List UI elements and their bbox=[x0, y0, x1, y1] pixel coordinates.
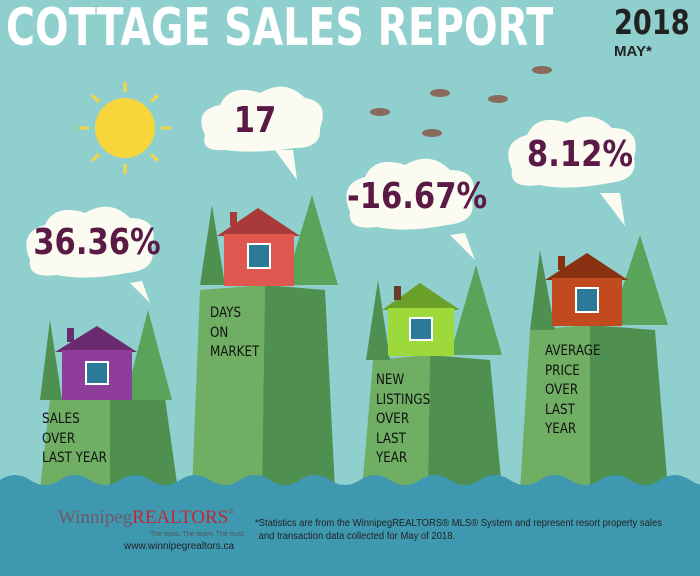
stat-listings-value: -16.67% bbox=[347, 176, 488, 217]
label-line: PRICE bbox=[545, 362, 580, 379]
report-month: MAY* bbox=[614, 43, 652, 60]
label-line: OVER bbox=[545, 382, 579, 398]
label-line: MARKET bbox=[210, 344, 260, 360]
brand-logo: WinnipegREALTORS® bbox=[58, 507, 234, 528]
label-line: LISTINGS bbox=[376, 391, 431, 408]
label-line: LAST bbox=[545, 401, 575, 418]
trees bbox=[40, 195, 668, 400]
registered-mark: ® bbox=[228, 507, 235, 516]
stat-sales-value: 36.36% bbox=[33, 222, 161, 263]
brand-name-a: Winnipeg bbox=[58, 507, 133, 528]
house-icon bbox=[217, 208, 300, 286]
brand-name-b: REALTORS bbox=[132, 507, 229, 528]
label-line: LAST YEAR bbox=[42, 450, 107, 466]
stat-sales-label: SALES OVER LAST YEAR bbox=[42, 410, 107, 469]
label-line: OVER bbox=[376, 411, 410, 427]
speech-clouds bbox=[26, 86, 636, 303]
house-icon bbox=[545, 253, 628, 326]
label-line: AVERAGE bbox=[545, 343, 601, 359]
stat-days-label: DAYS ON MARKET bbox=[210, 304, 259, 363]
label-line: LAST bbox=[376, 430, 406, 447]
stat-price-label: AVERAGE PRICE OVER LAST YEAR bbox=[545, 342, 601, 440]
label-line: DAYS bbox=[210, 305, 241, 321]
stat-price-value: 8.12% bbox=[526, 134, 634, 175]
brand-tagline: The tools. The team. The trust. bbox=[150, 531, 246, 538]
label-line: OVER bbox=[42, 430, 76, 447]
house-icon bbox=[55, 326, 137, 400]
footnote-line: and transaction data collected for May o… bbox=[258, 530, 456, 542]
page-title: COTTAGE SALES REPORT bbox=[6, 0, 554, 58]
house-icon bbox=[382, 283, 460, 356]
label-line: SALES bbox=[42, 411, 80, 427]
label-line: YEAR bbox=[376, 450, 408, 466]
hills bbox=[40, 285, 668, 490]
stat-days-value: 17 bbox=[233, 100, 277, 141]
footnote-line: *Statistics are from the WinnipegREALTOR… bbox=[255, 517, 662, 529]
website-link[interactable]: www.winnipegrealtors.ca bbox=[124, 541, 235, 552]
footnote: *Statistics are from the WinnipegREALTOR… bbox=[255, 517, 662, 543]
label-line: NEW bbox=[376, 372, 405, 388]
water-waves bbox=[0, 475, 700, 576]
birds-icon bbox=[370, 66, 552, 137]
stat-listings-label: NEW LISTINGS OVER LAST YEAR bbox=[376, 371, 430, 469]
sun-icon bbox=[79, 82, 171, 174]
label-line: ON bbox=[210, 324, 229, 341]
label-line: YEAR bbox=[545, 421, 577, 437]
report-year: 2018 bbox=[614, 3, 690, 43]
